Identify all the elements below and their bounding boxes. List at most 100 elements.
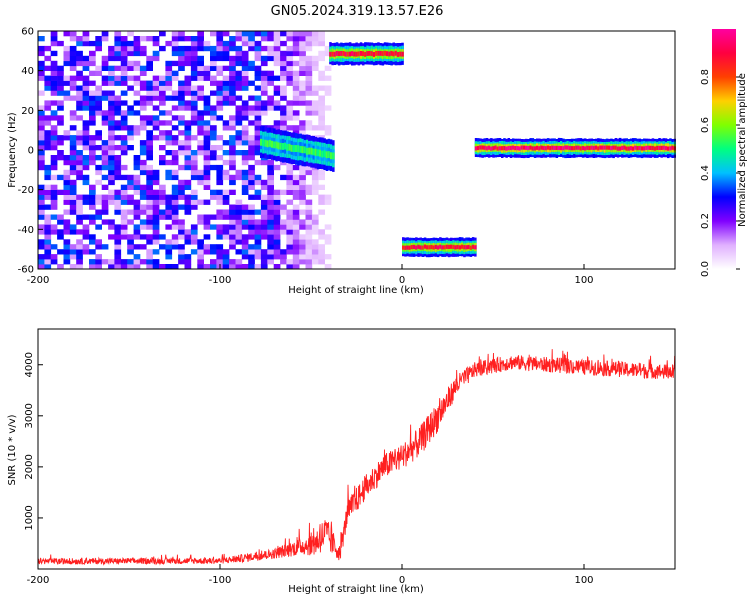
spectrogram-cell (318, 199, 325, 205)
spectrogram-cell (133, 259, 141, 265)
spectrogram-cell (203, 219, 211, 225)
spectrogram-line-cell (268, 139, 272, 147)
spectrogram-cell (203, 179, 211, 186)
spectrogram-cell (299, 100, 306, 106)
spectrogram-cell (305, 75, 313, 81)
spectrogram-cell (311, 90, 319, 96)
spectrogram-cell (280, 259, 287, 265)
spectrogram-cell (318, 259, 325, 265)
snr-x-tick-label: 0 (399, 575, 405, 586)
spectrogram-cell (229, 140, 236, 146)
spectrogram-cell (260, 214, 268, 220)
spectrogram-cell (63, 95, 71, 101)
spectrogram-line-cell (434, 244, 438, 249)
spectrogram-cell (82, 159, 90, 166)
spectrogram-cell (286, 100, 294, 106)
spectrogram-line-cell (362, 51, 365, 57)
spectrogram-cell (235, 110, 243, 116)
spectrogram-line-cell (573, 146, 576, 151)
spectrogram-cell (248, 209, 255, 215)
spectrogram-cell (241, 189, 249, 195)
spectrogram-cell (292, 45, 300, 52)
spectrogram-cell (120, 115, 128, 121)
spectrogram-cell (171, 140, 179, 146)
spectrogram-cell (152, 219, 160, 225)
spectrogram-cell (69, 184, 77, 190)
spectrogram-cell (241, 40, 249, 47)
spectrogram-cell (38, 155, 45, 161)
spectrogram-cell (95, 36, 102, 42)
spectrogram-cell (305, 120, 313, 126)
colorbar-tick-label: 0.0 (700, 261, 711, 277)
spectrogram-cell (133, 229, 141, 235)
spectrogram-cell (38, 110, 45, 116)
spectrogram-cell (267, 254, 274, 260)
spectrogram-cell (305, 80, 313, 86)
spectrogram-line-cell (401, 51, 404, 57)
spectrogram-cell (95, 199, 102, 205)
spectrogram-cell (292, 174, 300, 181)
spectrogram-cell (292, 234, 300, 240)
spectrogram-cell (203, 244, 211, 250)
spectrogram-cell (203, 184, 211, 190)
spectrogram-cell (139, 194, 147, 200)
spectrogram-cell (89, 159, 96, 166)
spectrogram-cell (38, 244, 45, 250)
spectrogram-cell (286, 105, 294, 111)
spectrogram-cell (318, 194, 325, 200)
spectrogram-cell (114, 259, 122, 265)
spectrogram-cell (184, 204, 192, 210)
spectrogram-cell (248, 155, 255, 161)
spectrogram-line-cell (441, 245, 444, 250)
spectrogram-cell (203, 125, 211, 131)
spectrogram-cell (305, 36, 313, 42)
spectrogram-cell (305, 85, 313, 91)
spectrogram-cell (146, 264, 153, 270)
spectrogram-cell (229, 159, 236, 166)
spectrogram-cell (139, 184, 147, 190)
spectrogram-line-cell (525, 145, 528, 150)
spectrogram-cell (305, 110, 313, 116)
spectrogram-cell (178, 45, 185, 52)
spectrogram-cell (165, 224, 173, 230)
spectrogram-cell (127, 264, 134, 270)
spectrogram-cell (254, 179, 262, 186)
spectrogram-line-cell (445, 244, 449, 249)
spectrogram-cell (324, 224, 332, 230)
spectrogram-cell (210, 80, 217, 86)
spectrogram-cell (101, 95, 109, 101)
spectrogram-cell (38, 164, 45, 171)
spectrogram-cell (89, 40, 96, 47)
spectrogram-cell (203, 224, 211, 230)
spectrogram-cell (44, 100, 52, 106)
spectrogram-cell (248, 179, 255, 186)
spectrogram-cell (127, 239, 134, 245)
spectrogram-line-cell (355, 51, 358, 57)
spectrogram-line-cell (469, 245, 473, 250)
spectrogram-cell (44, 80, 52, 86)
spectrogram-cell (82, 40, 90, 47)
spectrogram-cell (267, 259, 274, 265)
spectrogram-cell (114, 229, 122, 235)
spectrogram-cell (178, 80, 185, 86)
spectrogram-cell (324, 85, 332, 91)
spectrogram-line-cell (581, 145, 585, 151)
spectrogram-cell (57, 214, 64, 220)
spectrogram-line-cell (592, 145, 596, 151)
spectrogram-cell (44, 164, 52, 171)
spectrogram-cell (165, 174, 173, 181)
spectrogram-cell (292, 95, 300, 101)
spectrogram-cell (305, 105, 313, 111)
spectrogram-cell (184, 45, 192, 52)
spectrogram-cell (229, 234, 236, 240)
spectrogram-y-tick-label: -60 (18, 265, 34, 276)
spectrogram-cell (76, 264, 83, 270)
spectrogram-cell (120, 150, 128, 156)
spectrogram-cell (57, 249, 64, 255)
spectrogram-cell (139, 189, 147, 195)
spectrogram-cell (292, 75, 300, 81)
spectrogram-cell (280, 189, 287, 195)
spectrogram-cell (101, 55, 109, 62)
spectrogram-cell (273, 224, 281, 230)
